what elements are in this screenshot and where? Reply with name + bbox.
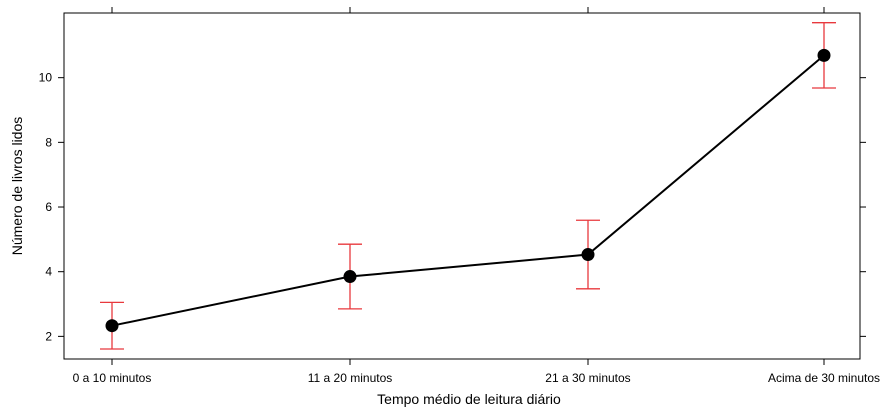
x-tick-label: 21 a 30 minutos — [545, 371, 630, 385]
x-tick-label: 0 a 10 minutos — [73, 371, 152, 385]
series-line — [111, 54, 825, 327]
series-lines — [111, 54, 825, 327]
y-tick-label: 8 — [45, 135, 52, 149]
data-points — [105, 48, 831, 333]
data-point — [581, 248, 595, 262]
y-axis-ticks: 2 4 6 8 10 — [39, 71, 866, 343]
y-tick-label: 4 — [45, 265, 52, 279]
x-tick-label: Acima de 30 minutos — [768, 371, 880, 385]
data-point — [343, 270, 357, 284]
y-axis-label: Número de livros lidos — [9, 117, 25, 256]
x-axis-label: Tempo médio de leitura diário — [377, 391, 561, 407]
y-tick-label: 10 — [39, 71, 53, 85]
plot-frame — [63, 12, 861, 360]
y-tick-label: 2 — [45, 329, 52, 343]
error-bars — [100, 22, 836, 350]
data-point — [817, 48, 831, 62]
y-tick-label: 6 — [45, 200, 52, 214]
x-tick-label: 11 a 20 minutos — [308, 371, 393, 385]
x-axis-ticks: 0 a 10 minutos 11 a 20 minutos 21 a 30 min… — [73, 7, 880, 385]
data-point — [105, 319, 119, 333]
